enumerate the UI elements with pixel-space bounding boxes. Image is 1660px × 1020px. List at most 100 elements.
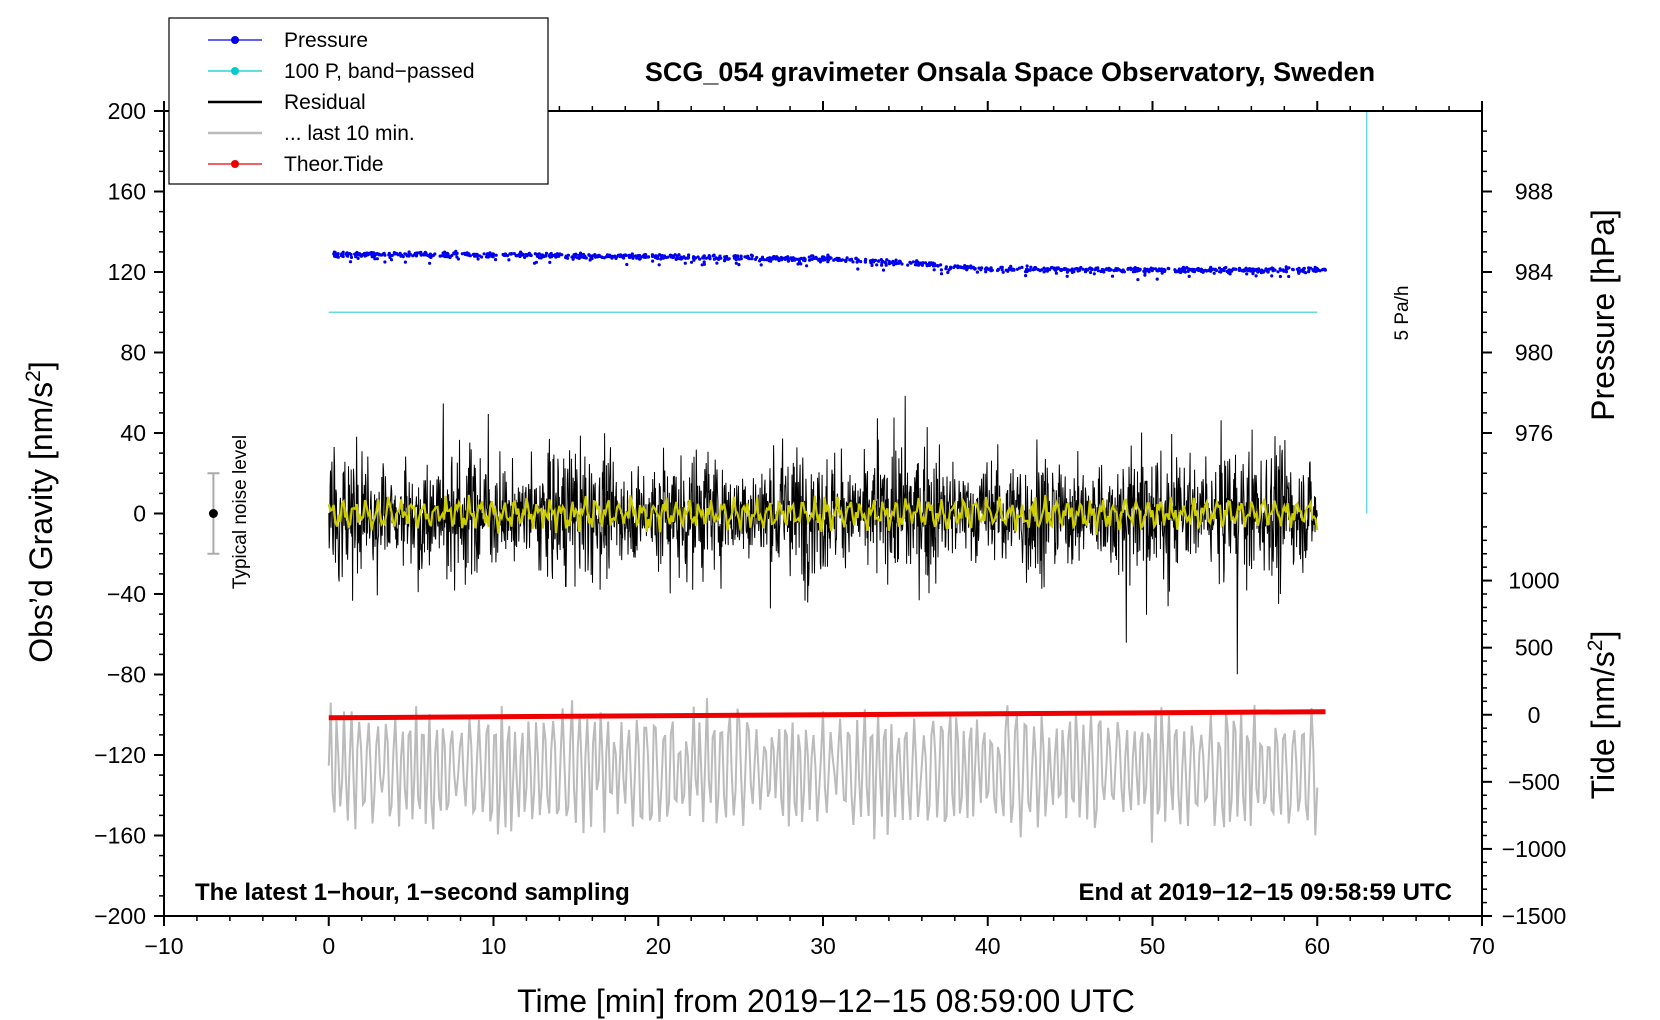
pressure-point	[523, 255, 527, 259]
pressure-point	[1227, 271, 1231, 275]
x-tick-label: 10	[481, 933, 507, 959]
pressure-point	[1024, 274, 1028, 278]
theoretical-tide-line	[328, 709, 1326, 721]
pressure-point	[1323, 268, 1327, 272]
pressure-point	[658, 253, 662, 257]
pressure-point	[1099, 269, 1103, 274]
pressure-point	[622, 256, 626, 260]
pressure-point	[880, 261, 884, 265]
pressure-point	[869, 260, 873, 264]
pressure-point	[1245, 272, 1249, 276]
pressure-point	[818, 260, 823, 264]
pressure-point	[859, 260, 863, 264]
pressure-point	[1105, 267, 1109, 271]
pressure-point	[743, 255, 747, 259]
pressure-point	[704, 256, 708, 260]
pressure-point	[802, 256, 806, 260]
pressure-point	[923, 261, 928, 265]
pressure-point	[811, 254, 815, 258]
pressure-point	[1143, 273, 1147, 277]
y-tick-label: 160	[108, 179, 146, 205]
pressure-point	[1071, 269, 1075, 274]
pressure-point	[608, 253, 612, 257]
pressure-point	[997, 267, 1001, 272]
pressure-point	[701, 256, 705, 260]
pressure-point	[739, 257, 743, 261]
pressure-point	[475, 254, 479, 258]
pressure-point	[875, 263, 879, 267]
pressure-point	[492, 252, 496, 256]
tide-tick-label: −500	[1508, 769, 1560, 795]
pressure-point	[778, 256, 783, 260]
y-axis-title-left: Obs’d Gravity [nm/s2]	[22, 361, 59, 663]
pressure-point	[851, 260, 855, 264]
pressure-point	[651, 259, 655, 263]
pressure-point	[807, 258, 812, 262]
pressure-point	[928, 263, 932, 267]
pressure-point	[1109, 268, 1113, 272]
pressure-point	[1133, 269, 1137, 274]
pressure-tick-label: 980	[1515, 340, 1553, 366]
plot-layer	[207, 111, 1368, 843]
pressure-point	[1155, 277, 1159, 281]
pressure-point	[726, 257, 730, 261]
pressure-point	[1044, 268, 1048, 273]
pressure-point	[570, 255, 574, 259]
pressure-point	[372, 253, 376, 257]
pressure-point	[624, 253, 628, 257]
legend-label: Residual	[284, 91, 366, 114]
pressure-point	[975, 270, 980, 274]
pressure-point	[1200, 269, 1204, 274]
pressure-point	[1001, 270, 1005, 274]
pressure-point	[1147, 270, 1151, 274]
pressure-point	[1219, 270, 1223, 274]
x-tick-label: 60	[1304, 933, 1330, 959]
pressure-point	[1025, 264, 1029, 268]
pressure-point	[1287, 274, 1291, 279]
pressure-point	[739, 254, 743, 258]
legend-marker	[231, 160, 239, 168]
pressure-point	[1254, 267, 1258, 272]
pressure-point	[1028, 268, 1032, 272]
pressure-point	[537, 256, 542, 260]
pressure-point	[711, 254, 715, 258]
pressure-point	[1055, 266, 1059, 270]
pressure-point	[1129, 267, 1133, 272]
pressure-point	[349, 255, 354, 259]
pressure-point	[774, 256, 778, 260]
pressure-point	[881, 268, 886, 272]
pressure-point	[1187, 274, 1191, 278]
y-axis-title-tide-main: Tide [nm/s	[1585, 651, 1621, 799]
y-axis-title-left-sup: 2	[22, 370, 45, 382]
x-tick-label: 0	[322, 933, 335, 959]
pressure-point	[879, 258, 883, 262]
pressure-point	[610, 254, 615, 258]
pressure-point	[600, 255, 604, 259]
pressure-point	[557, 254, 561, 258]
pressure-point	[642, 254, 646, 258]
pressure-point	[1174, 270, 1178, 274]
pressure-point	[686, 255, 691, 259]
residual-line	[328, 395, 1318, 675]
y-axis-title-left-main: Obs’d Gravity [nm/s	[23, 382, 59, 663]
pressure-point	[999, 265, 1003, 269]
pressure-point	[1266, 268, 1271, 272]
pressure-point	[980, 266, 984, 270]
pressure-point	[1238, 267, 1242, 271]
legend-label: Theor.Tide	[284, 153, 384, 176]
pressure-point	[702, 260, 706, 264]
pressure-point	[719, 256, 723, 260]
pressure-point	[880, 263, 884, 267]
x-tick-label: 20	[645, 933, 671, 959]
pressure-point	[428, 252, 432, 256]
pressure-point	[1060, 268, 1064, 272]
pressure-point	[388, 253, 392, 257]
legend-label: 100 P, band−passed	[284, 60, 475, 83]
pressure-point	[675, 254, 680, 258]
pressure-point	[1232, 267, 1237, 271]
pressure-point	[877, 259, 881, 263]
pressure-point	[654, 254, 658, 258]
pressure-point	[393, 252, 397, 256]
pressure-point	[1120, 270, 1124, 274]
pressure-point	[429, 255, 433, 259]
